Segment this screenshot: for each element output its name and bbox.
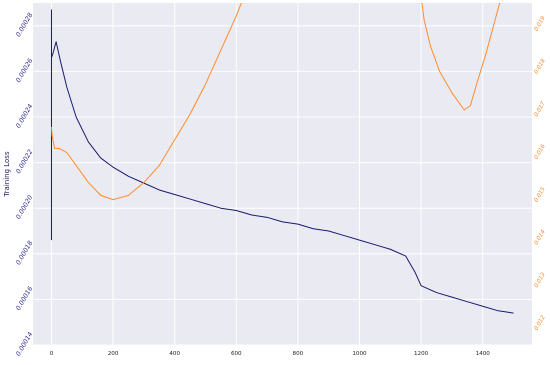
y-left-tick-label: 0.00018 xyxy=(14,239,34,266)
series-line-right-axis xyxy=(50,3,501,201)
x-tick-label: 400 xyxy=(169,351,180,357)
y-left-tick-label: 0.00026 xyxy=(14,57,34,84)
y-left-tick-label: 0.00028 xyxy=(14,11,34,38)
y-right-tick-label: 0.015 xyxy=(534,186,547,203)
y-left-tick-label: 0.00024 xyxy=(14,103,34,130)
y-left-tick-label: 0.00016 xyxy=(14,285,34,312)
y-left-tick-label: 0.00022 xyxy=(14,148,34,175)
x-tick-label: 1400 xyxy=(476,351,491,357)
y-right-tick-label: 0.013 xyxy=(534,272,547,289)
plot-background xyxy=(33,3,532,345)
y-right-tick-label: 0.019 xyxy=(534,15,547,32)
y-left-tick-label: 0.00014 xyxy=(14,331,34,358)
y-right-tick-label: 0.018 xyxy=(534,58,547,75)
y-axis-label: Training Loss xyxy=(3,151,11,198)
x-tick-label: 1000 xyxy=(352,351,367,357)
y-right-tick-label: 0.012 xyxy=(534,314,547,331)
y-right-tick-label: 0.016 xyxy=(534,143,547,160)
y-left-tick-label: 0.00020 xyxy=(14,194,34,221)
y-right-tick-label: 0.017 xyxy=(534,101,547,118)
y-right-tick-label: 0.014 xyxy=(534,229,547,246)
x-tick-label: 1200 xyxy=(414,351,429,357)
x-tick-label: 800 xyxy=(293,351,304,357)
x-tick-label: 600 xyxy=(231,351,242,357)
x-tick-label: 0 xyxy=(50,351,54,357)
series-line-left-axis xyxy=(50,9,514,314)
x-tick-label: 200 xyxy=(108,351,119,357)
